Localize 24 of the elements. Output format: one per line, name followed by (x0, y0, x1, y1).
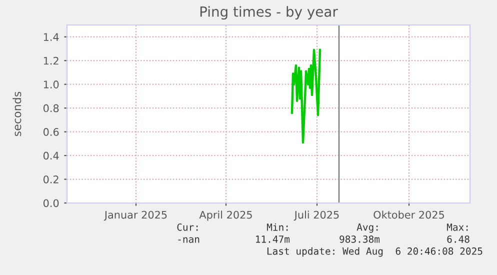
chart-title: Ping times - by year (200, 6, 338, 20)
y-axis-title: seconds (12, 92, 22, 136)
y-tick-label: 1.2 (44, 56, 58, 65)
x-tick-label: Oktober 2025 (374, 210, 444, 219)
text: 11.47m (256, 236, 290, 243)
y-tick-label: 0.4 (43, 152, 59, 160)
text: 983.38m (340, 235, 380, 243)
text: Avg: (356, 224, 378, 233)
text: -nan (178, 237, 200, 243)
text: 6.48 (447, 235, 470, 243)
text: Last update: Wed Aug 6 20:46:08 2025 (267, 247, 482, 257)
y-tick-label: 1.4 (44, 33, 59, 41)
y-tick-label: 0.6 (43, 128, 59, 136)
text: Max: (446, 224, 468, 231)
x-tick-label: Januar 2025 (104, 210, 167, 221)
x-tick-label: Juli 2025 (294, 210, 339, 221)
x-tick-label: April 2025 (199, 210, 252, 221)
text: Min: (266, 223, 288, 231)
y-tick-label: 0.2 (43, 175, 58, 184)
text: Cur: (177, 223, 198, 231)
line-series (290, 48, 322, 144)
y-tick-label: 0.8 (43, 104, 59, 112)
y-tick-label: 1.0 (44, 80, 59, 88)
y-tick-label: 0.0 (43, 199, 59, 208)
